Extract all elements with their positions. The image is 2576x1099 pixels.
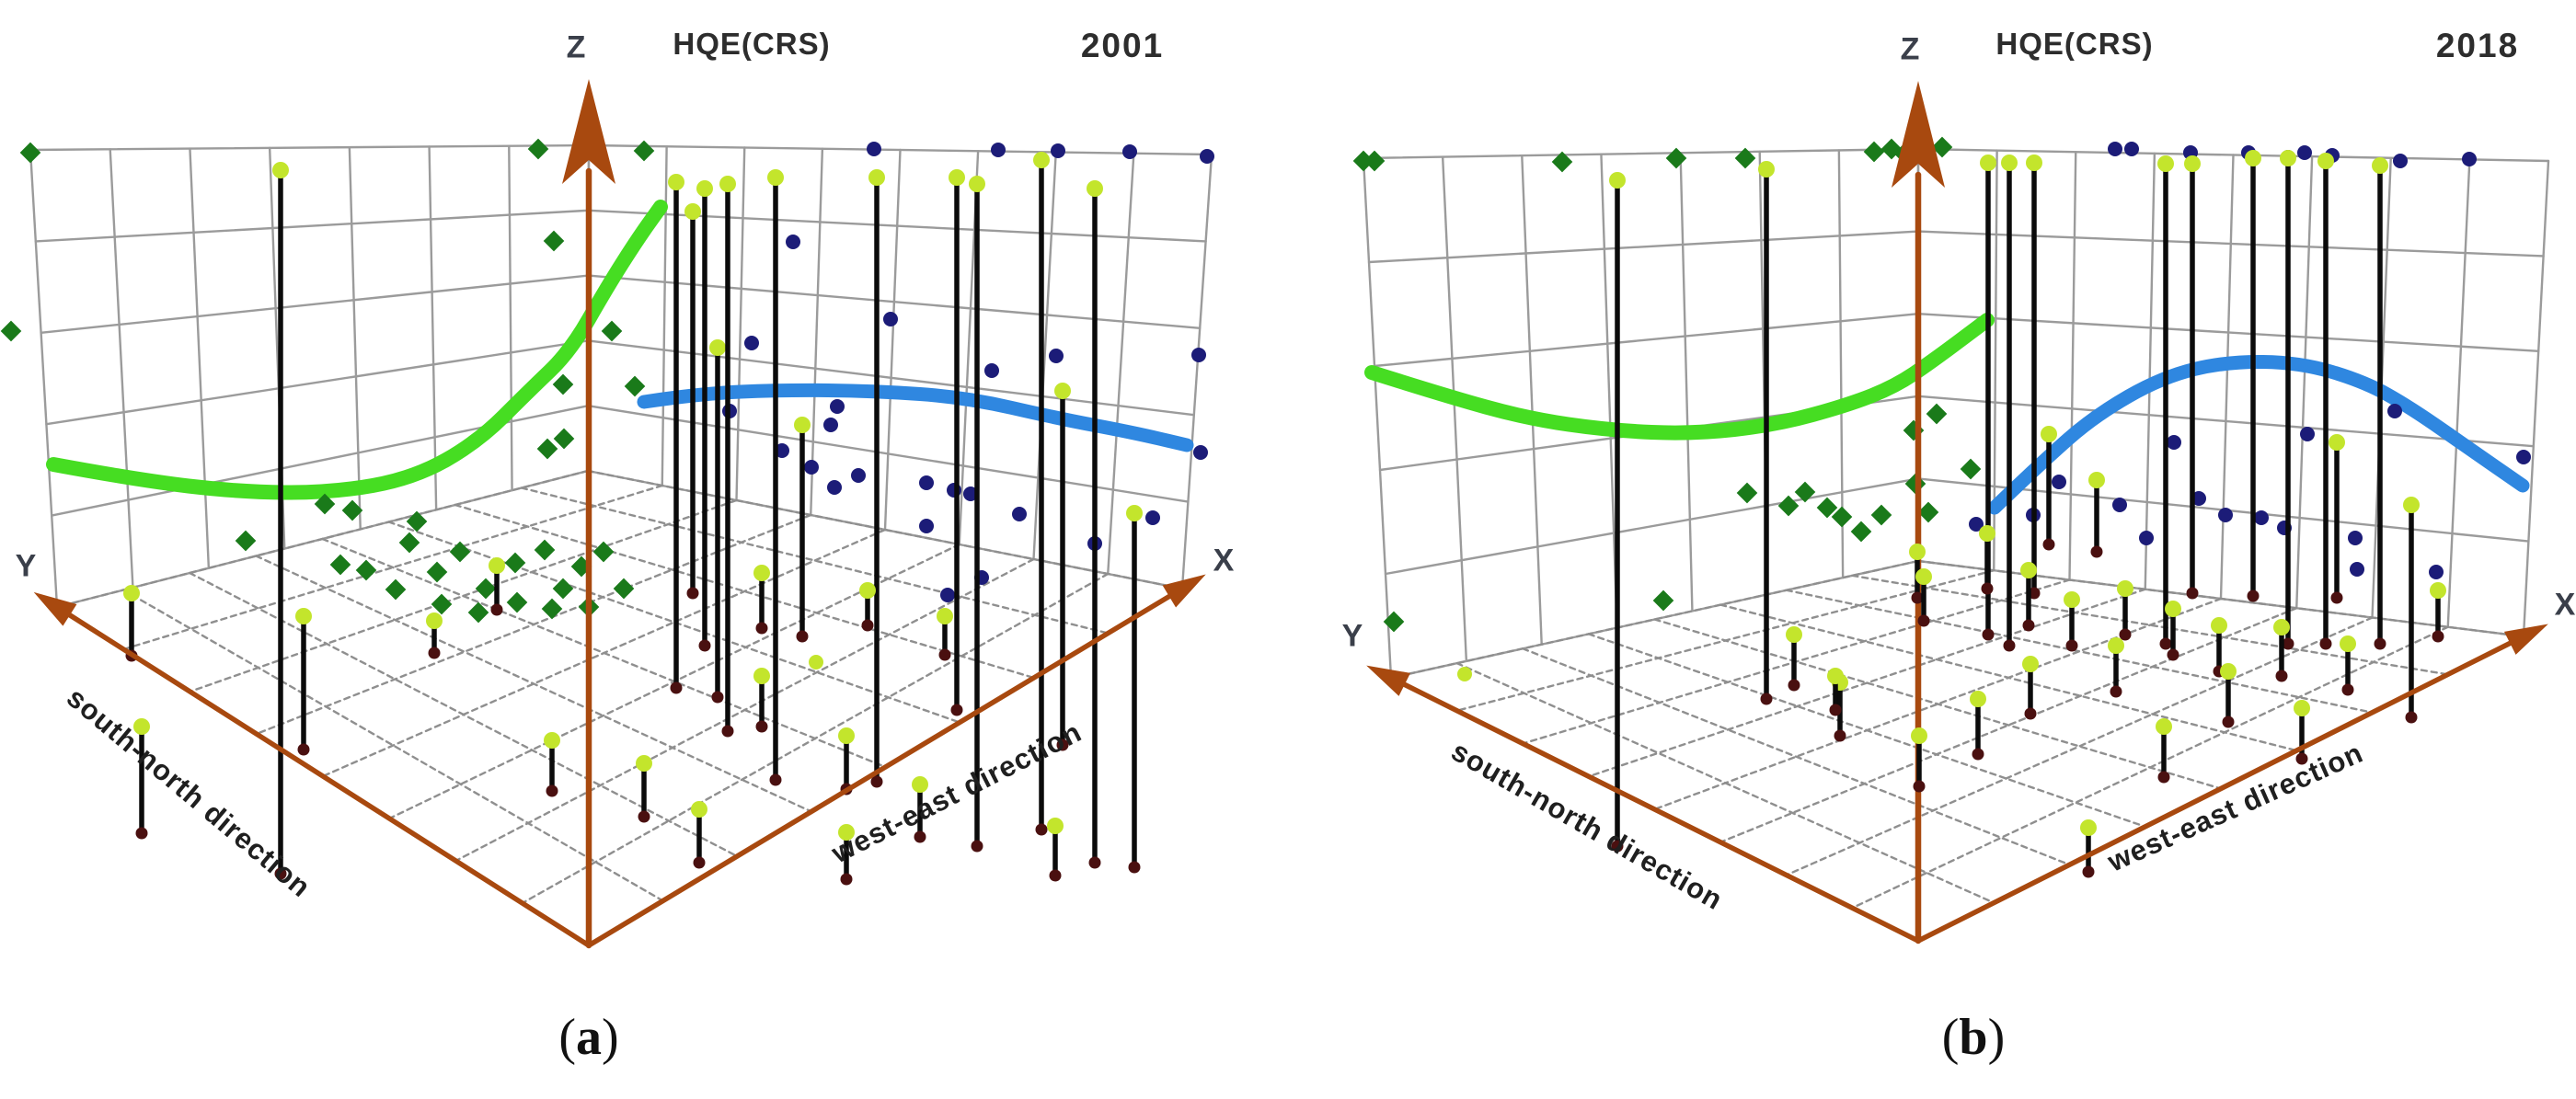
caption-b-letter: b (1959, 1009, 1988, 1066)
panel-title-a: HQE(CRS) (673, 27, 831, 61)
spikes-b (1457, 150, 2446, 878)
x-axis-label-b: X (2554, 587, 2576, 623)
y-axis-label-a: Y (15, 548, 37, 584)
caption-a: (a) (558, 1008, 618, 1067)
xy-axes-b (1366, 624, 2548, 944)
navy-wall-points-b (1969, 142, 2531, 579)
z-arrowhead-a (562, 79, 615, 184)
panel-year-a: 2001 (1080, 27, 1165, 64)
floor-grid-a (55, 469, 1184, 947)
panel-b (1352, 81, 2550, 944)
spikes-a (123, 152, 1143, 886)
green-trend-curve-b (1364, 313, 1995, 441)
y-axis-label-b: Y (1341, 618, 1363, 654)
caption-a-letter: a (576, 1009, 602, 1066)
x-axis-label-a: X (1213, 543, 1235, 578)
green-trend-curve-a (46, 200, 668, 500)
caption-a-close: ) (602, 1009, 619, 1066)
xy-axes-a (33, 574, 1206, 948)
z-arrowhead-b (1892, 81, 1945, 188)
panel-a (0, 79, 1214, 949)
blue-trend-curve-b (1987, 354, 2530, 515)
caption-b: (b) (1942, 1008, 2005, 1067)
panel-title-b: HQE(CRS) (1995, 27, 2154, 61)
wall-grids-a (29, 143, 1213, 609)
caption-b-close: ) (1987, 1009, 2006, 1066)
z-axis-label-b: Z (1900, 31, 1920, 67)
caption-a-open: ( (558, 1009, 576, 1066)
caption-b-open: ( (1941, 1009, 1960, 1066)
z-axis-label-a: Z (566, 29, 586, 65)
navy-wall-points-a (722, 142, 1214, 602)
panel-year-b: 2018 (2435, 27, 2520, 64)
